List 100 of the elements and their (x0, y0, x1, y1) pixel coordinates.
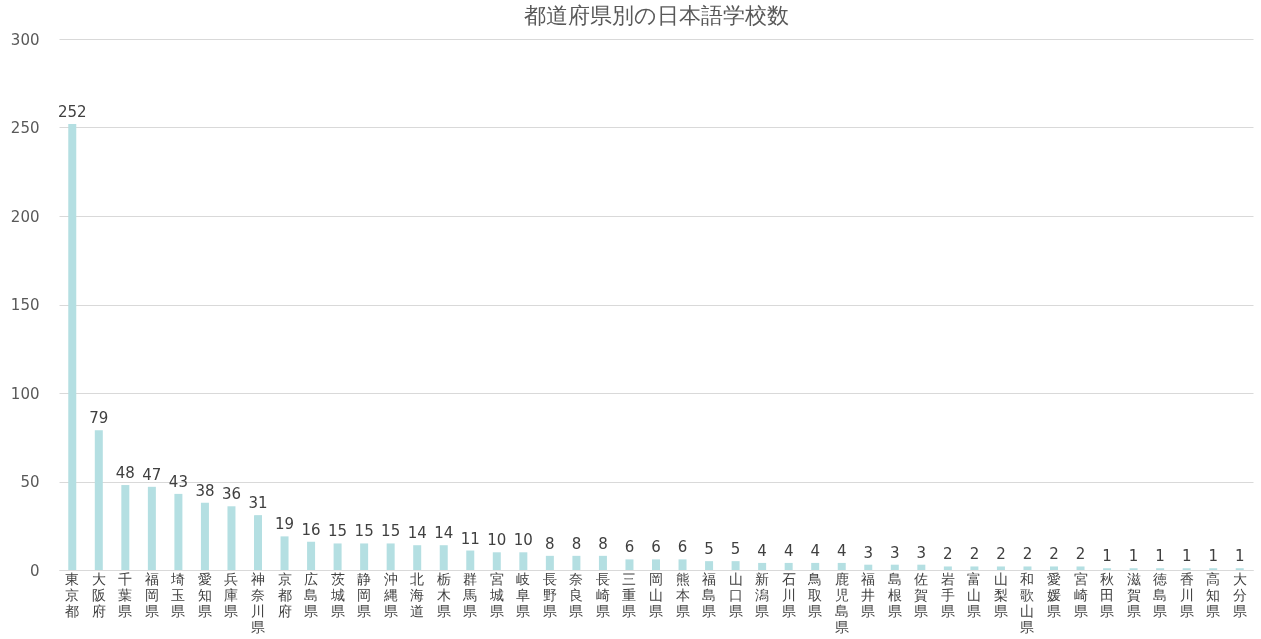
data-label: 1 (1208, 547, 1218, 566)
x-tick-label: 宮城県 (488, 570, 504, 619)
x-tick-label: 長野県 (542, 570, 557, 619)
data-label: 6 (677, 538, 688, 557)
data-label: 1 (1234, 547, 1245, 566)
x-tick-label: 栃木県 (436, 570, 451, 619)
x-tick-label: 三重県 (622, 570, 637, 619)
bar (652, 559, 660, 570)
x-tick-label: 石川県 (781, 570, 796, 619)
x-tick-label: 福井県 (861, 570, 876, 619)
x-tick-label: 新潟県 (755, 570, 770, 619)
y-tick-label: 200 (10, 207, 40, 226)
x-tick-label: 奈良県 (569, 570, 584, 619)
x-tick-label: 神奈川県 (251, 570, 265, 635)
bar (864, 564, 873, 570)
data-label: 38 (195, 481, 215, 500)
bar (68, 123, 77, 570)
bar (254, 515, 262, 570)
bar (1050, 566, 1058, 570)
data-label: 3 (916, 543, 927, 562)
x-tick-label: 沖縄県 (382, 570, 398, 619)
x-tick-label: 岡山県 (649, 570, 663, 619)
bar (360, 543, 369, 570)
bar (890, 564, 899, 570)
bar (147, 486, 156, 570)
x-tick-label: 北海道 (410, 570, 425, 619)
x-tick-label: 富山県 (967, 570, 982, 619)
data-label: 16 (301, 520, 321, 539)
x-tick-label: 熊本県 (675, 570, 690, 619)
bar (1076, 566, 1085, 570)
data-label: 11 (460, 529, 480, 548)
bar (413, 545, 422, 570)
x-tick-label: 兵庫県 (224, 570, 239, 619)
bar (307, 541, 316, 570)
bar (598, 555, 607, 570)
bar (333, 543, 342, 570)
data-label: 1 (1155, 547, 1165, 566)
data-label: 6 (651, 538, 661, 557)
x-tick-label: 広島県 (304, 570, 319, 619)
x-tick-label: 岩手県 (940, 570, 955, 619)
data-label: 1 (1181, 547, 1192, 566)
data-label: 10 (513, 531, 533, 550)
bar (1023, 566, 1032, 570)
x-tick-label: 佐賀県 (914, 570, 929, 619)
data-label: 5 (730, 540, 741, 559)
data-label: 1 (1102, 547, 1112, 566)
x-tick-label: 岐阜県 (516, 570, 531, 619)
data-label: 2 (969, 545, 980, 564)
y-tick-label: 150 (10, 296, 40, 314)
bar (731, 561, 740, 570)
data-label: 8 (571, 534, 582, 553)
data-label: 8 (598, 534, 608, 553)
x-tick-label: 愛知県 (197, 570, 212, 619)
bar (705, 561, 714, 570)
data-label: 1 (1128, 547, 1139, 566)
x-tick-label: 和歌山県 (1020, 570, 1035, 635)
data-label: 6 (624, 538, 635, 557)
bar (784, 562, 793, 570)
data-label: 3 (890, 543, 900, 562)
bar (758, 562, 767, 570)
bar (917, 564, 926, 570)
data-label: 4 (810, 541, 820, 560)
y-tick-label: 300 (10, 30, 40, 49)
x-tick-label: 京都府 (277, 570, 292, 619)
data-label: 19 (274, 515, 295, 534)
data-label: 8 (545, 534, 555, 553)
data-label: 2 (1022, 545, 1033, 564)
x-tick-label: 長崎県 (595, 570, 610, 619)
bar (943, 566, 952, 570)
bar (227, 506, 236, 570)
x-tick-label: 山梨県 (993, 570, 1008, 619)
bar (200, 502, 209, 570)
x-tick-label: 鳥取県 (807, 570, 823, 619)
data-label: 14 (434, 524, 454, 543)
bar (466, 550, 475, 570)
x-tick-label: 東京都 (65, 570, 80, 619)
bar (174, 493, 183, 570)
data-label: 15 (354, 522, 374, 541)
x-tick-label: 宮崎県 (1073, 570, 1088, 619)
x-tick-label: 茨城県 (329, 570, 345, 619)
data-label: 48 (115, 464, 135, 483)
x-tick-label: 島根県 (887, 570, 902, 619)
data-label: 79 (89, 409, 109, 428)
bar (280, 536, 289, 570)
data-label: 4 (836, 541, 847, 560)
x-tick-label: 静岡県 (357, 570, 372, 619)
x-tick-label: 福岡県 (144, 570, 159, 619)
data-label: 47 (142, 465, 162, 484)
x-tick-label: 福島県 (702, 570, 717, 619)
data-label: 15 (328, 522, 348, 541)
x-tick-label: 愛媛県 (1047, 570, 1061, 619)
bar (572, 555, 581, 570)
data-label: 4 (783, 541, 794, 560)
y-tick-label: 50 (20, 473, 40, 491)
bar (519, 552, 528, 570)
x-tick-label: 徳島県 (1153, 570, 1168, 619)
y-tick-label: 0 (29, 561, 40, 580)
data-label: 4 (757, 541, 767, 560)
data-label: 2 (1049, 545, 1059, 564)
data-label: 15 (381, 522, 401, 541)
